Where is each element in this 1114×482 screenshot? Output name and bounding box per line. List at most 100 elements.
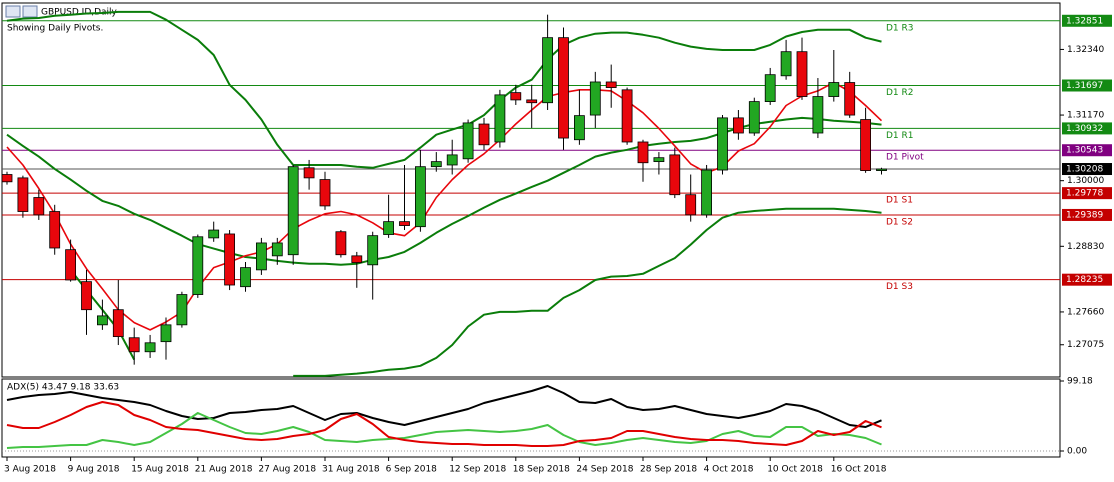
pivot-label: D1 R3 [886, 23, 914, 33]
level-price-label: 1.30932 [1066, 124, 1103, 134]
candle-body [240, 267, 251, 288]
pivot-label: D1 S1 [886, 196, 913, 206]
level-price-box [1062, 187, 1112, 200]
chart-title: GBPUSD.ID,Daily [41, 8, 118, 18]
toolbar-icons [5, 5, 38, 18]
y-tick-label: 1.28830 [1067, 242, 1104, 252]
level-price-box [1062, 79, 1112, 92]
candle-body [526, 99, 538, 104]
candle-body [112, 309, 124, 338]
y-tick-label: 1.32340 [1067, 45, 1104, 55]
bollinger-band [6, 10, 882, 169]
candle-body [685, 194, 697, 216]
y-tick-label: 1.31170 [1067, 111, 1104, 121]
y-tick-label: 99.18 [1067, 376, 1093, 386]
last-price-label: 1.30208 [1066, 165, 1103, 175]
candle-body [351, 255, 363, 263]
x-tick-label: 4 Oct 2018 [704, 465, 754, 475]
pivot-label: D1 S3 [886, 282, 913, 292]
level-price-label: 1.28235 [1066, 275, 1103, 285]
candle-body [733, 117, 744, 134]
x-tick-label: 3 Aug 2018 [4, 465, 56, 475]
candle-body [176, 294, 188, 326]
adx-line [6, 385, 882, 428]
level-price-box [1062, 14, 1112, 27]
level-price-label: 1.30543 [1066, 146, 1103, 156]
candle-body [876, 168, 887, 171]
candle-body [192, 236, 204, 295]
candle-body [653, 157, 665, 163]
icon [5, 5, 21, 18]
candle-body [414, 166, 426, 228]
candle-body [17, 177, 29, 212]
pivot-label: D1 R2 [886, 88, 914, 98]
main-frame [1, 2, 1061, 378]
candle-body [748, 101, 760, 134]
candle-body [128, 337, 140, 353]
candle-body [780, 51, 792, 77]
candle-body [669, 154, 681, 196]
x-tick-label: 31 Aug 2018 [322, 465, 380, 475]
candle-body [383, 221, 395, 235]
candle-body [335, 231, 347, 256]
level-price-label: 1.31697 [1066, 81, 1103, 91]
candle-body [701, 169, 712, 216]
candle-body [160, 324, 172, 343]
y-tick-label: 0.00 [1067, 447, 1087, 457]
candle-body [255, 242, 267, 271]
candle-body [446, 154, 458, 166]
x-tick-label: 27 Aug 2018 [258, 465, 316, 475]
x-tick-label: 6 Sep 2018 [386, 465, 438, 475]
candle-body [812, 96, 824, 134]
moving-average [6, 81, 883, 331]
candle-body [65, 249, 76, 281]
x-tick-label: 21 Aug 2018 [195, 465, 253, 475]
x-tick-label: 10 Oct 2018 [767, 465, 823, 475]
level-price-label: 1.29778 [1066, 189, 1103, 199]
candle-body [828, 82, 840, 97]
candle-body [478, 123, 490, 146]
indicator-title: ADX(5) 43.47 9.18 33.63 [7, 383, 119, 393]
y-tick-label: 1.27660 [1067, 307, 1104, 317]
candle-body [574, 115, 585, 141]
candle-body [319, 179, 331, 207]
candle-body [33, 197, 45, 216]
candle-body [224, 233, 236, 286]
candle-body [303, 167, 315, 179]
y-tick-label: 1.27075 [1067, 340, 1104, 350]
candle-body [860, 119, 871, 171]
candle-body [430, 161, 442, 168]
level-price-box [1062, 144, 1112, 157]
level-price-box [1062, 273, 1112, 286]
candle-body [287, 166, 299, 256]
candle-body [605, 81, 617, 88]
candle-body [367, 235, 379, 266]
candle-body [542, 37, 553, 104]
adx-line [6, 412, 882, 449]
candle-body [637, 141, 649, 164]
candle-body [796, 51, 808, 97]
x-tick-label: 28 Sep 2018 [640, 465, 697, 475]
candle-body [589, 81, 601, 116]
adx-line [6, 401, 882, 447]
level-price-box [1062, 122, 1112, 135]
x-tick-label: 12 Sep 2018 [449, 465, 506, 475]
candle-body [764, 74, 776, 102]
last-price-box [1062, 163, 1112, 176]
icon [22, 5, 38, 18]
candle-body [621, 89, 633, 143]
candle-body [494, 94, 506, 143]
candle-body [510, 92, 522, 101]
candle-body [49, 211, 61, 249]
y-tick-label: 1.30000 [1067, 176, 1104, 186]
x-tick-label: 9 Aug 2018 [68, 465, 120, 475]
level-price-label: 1.32851 [1066, 16, 1103, 26]
x-tick-label: 16 Oct 2018 [831, 465, 887, 475]
x-tick-label: 24 Sep 2018 [576, 465, 633, 475]
candle-body [558, 37, 569, 139]
pivot-label: D1 Pivot [886, 153, 924, 163]
candle-body [844, 82, 856, 116]
candle-body [208, 229, 220, 239]
pivot-label: D1 S2 [886, 217, 913, 227]
